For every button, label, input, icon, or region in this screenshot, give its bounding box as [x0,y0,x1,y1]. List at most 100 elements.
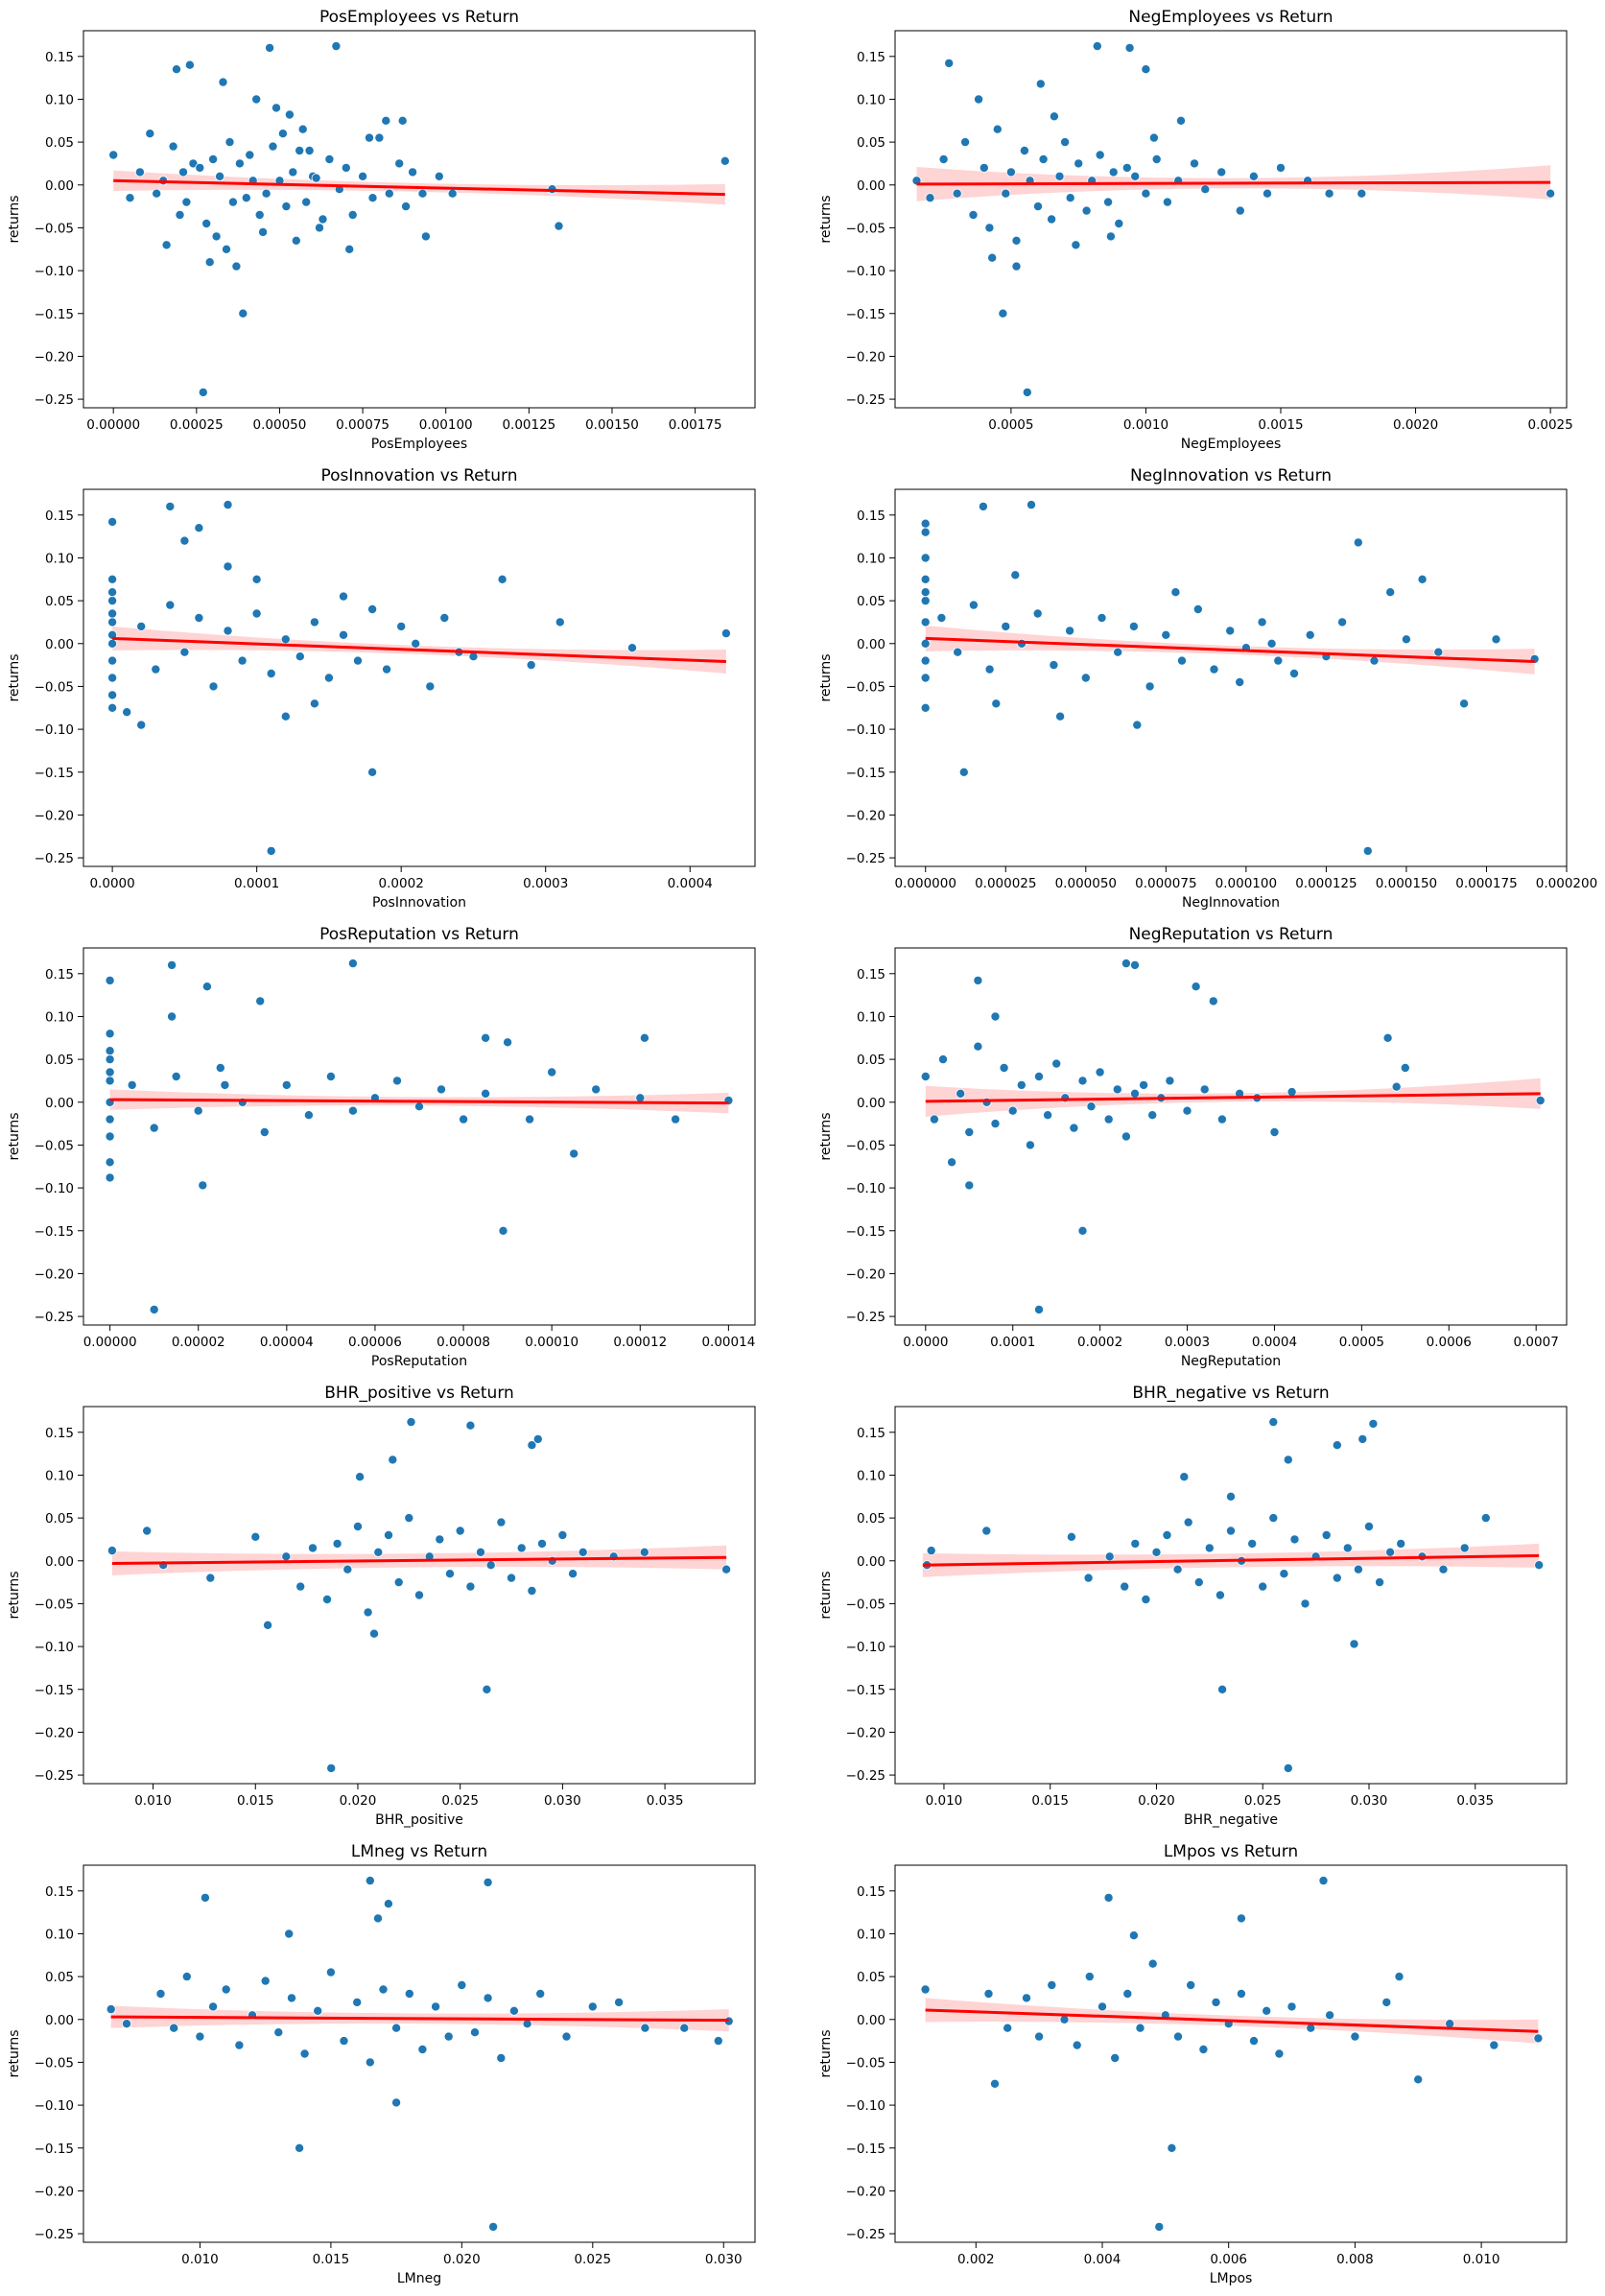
scatter-point [295,145,305,155]
y-tick-label: −0.15 [35,2142,74,2157]
scatter-point [122,2019,132,2029]
scatter-point [1459,698,1470,709]
scatter-point [639,1032,649,1043]
scatter-point [258,226,269,237]
scatter-point [311,173,321,183]
scatter-point [1236,1913,1246,1924]
scatter-point [321,1595,332,1605]
y-tick-label: −0.15 [35,1683,74,1698]
scatter-point [1135,2023,1145,2033]
scatter-point [639,1547,649,1557]
x-tick-label: 0.010 [1463,2252,1500,2267]
x-tick-label: 0.00125 [502,417,555,433]
scatter-point [1382,1032,1393,1043]
scatter-point [1204,1543,1215,1553]
scatter-point [383,1899,393,1909]
scatter-point [1226,1526,1237,1536]
plot-frame [894,30,1568,409]
plot-title: PosReputation vs Return [319,925,519,944]
y-tick-label: −0.05 [35,2055,74,2071]
scatter-point [352,655,363,666]
scatter-point [1034,2031,1045,2042]
y-tick-label: 0.15 [45,1426,74,1441]
scatter-point [1394,1972,1404,1982]
x-tick-label: 0.000025 [975,876,1036,891]
y-tick-label: −0.20 [846,349,885,365]
x-tick-label: 0.0006 [1427,1335,1472,1350]
scatter-point [391,2097,402,2108]
scatter-point [578,1547,588,1557]
scatter-point [1192,604,1203,615]
subplot-6: NegReputation vs Return −0.25 −0.20 −0.15 −0… [818,925,1568,1369]
scatter-point [1226,1491,1237,1502]
scatter-point [347,1105,358,1116]
scatter-point [1276,162,1286,173]
scatter-point [251,608,262,619]
y-tick-label: −0.10 [846,1181,885,1196]
y-axis-label: returns [7,1112,22,1160]
scatter-point [1069,1123,1079,1133]
scatter-point [411,638,421,649]
y-tick-label: −0.05 [35,221,74,236]
y-tick-label: −0.20 [35,808,74,823]
regression-line [925,1092,1541,1103]
scatter-point [404,1513,414,1524]
scatter-point [1001,188,1011,199]
x-tick-label: 0.00014 [701,1335,755,1350]
y-tick-label: 0.00 [857,2013,885,2028]
scatter-point [1375,1577,1385,1588]
scatter-point [299,2048,310,2059]
subplot-5: PosReputation vs Return −0.25 −0.20 −0.15 −0… [7,925,756,1369]
y-tick-label: 0.10 [45,1927,74,1942]
scatter-point [1103,197,1114,207]
scatter-point [1132,720,1143,730]
x-tick-label: 0.0003 [1165,1335,1210,1350]
scatter-point [1263,188,1273,199]
y-tick-label: −0.20 [35,2184,74,2199]
scatter-point [231,261,242,272]
scatter-point [1083,1573,1094,1583]
scatter-point [347,209,358,220]
scatter-point [1025,1140,1035,1150]
y-tick-label: −0.15 [846,766,885,781]
scatter-point [151,664,161,675]
scatter-point [485,1560,496,1571]
x-axis-label: PosEmployees [371,437,467,452]
scatter-point [1321,1530,1332,1541]
scatter-point [301,197,312,207]
scatter-point [382,664,392,675]
y-tick-label: 0.00 [45,178,74,194]
scatter-point [408,167,418,178]
scatter-point [1211,1997,1221,2007]
scatter-point [1268,1417,1279,1428]
x-tick-label: 0.000075 [1135,876,1196,891]
scatter-point [1342,1543,1353,1553]
scatter-point [1417,574,1428,584]
scatter-point [973,975,983,985]
x-tick-label: 0.015 [313,2252,350,2267]
y-axis-label: returns [818,653,834,701]
scatter-point [188,158,199,169]
scatter-point [396,621,407,631]
x-tick-label: 0.00002 [172,1335,225,1350]
scatter-point [987,252,998,263]
y-tick-label: −0.15 [846,307,885,322]
x-tick-label: 0.025 [441,1793,479,1809]
scatter-point [161,240,172,250]
scatter-point [1095,1067,1105,1077]
scatter-point [177,167,188,178]
scatter-point [171,64,181,75]
y-tick-label: −0.05 [35,679,74,695]
scatter-point [201,218,212,228]
scatter-point [223,500,233,510]
scatter-point [106,1546,117,1556]
scatter-point [1049,111,1059,122]
y-tick-label: 0.15 [45,1884,74,1900]
scatter-point [1190,158,1200,169]
scatter-point [325,1967,336,1977]
scatter-point [1034,1072,1045,1082]
scatter-point [947,1157,957,1168]
y-tick-label: −0.05 [846,2055,885,2071]
scatter-point [367,604,378,615]
x-tick-label: 0.0025 [1528,417,1573,433]
